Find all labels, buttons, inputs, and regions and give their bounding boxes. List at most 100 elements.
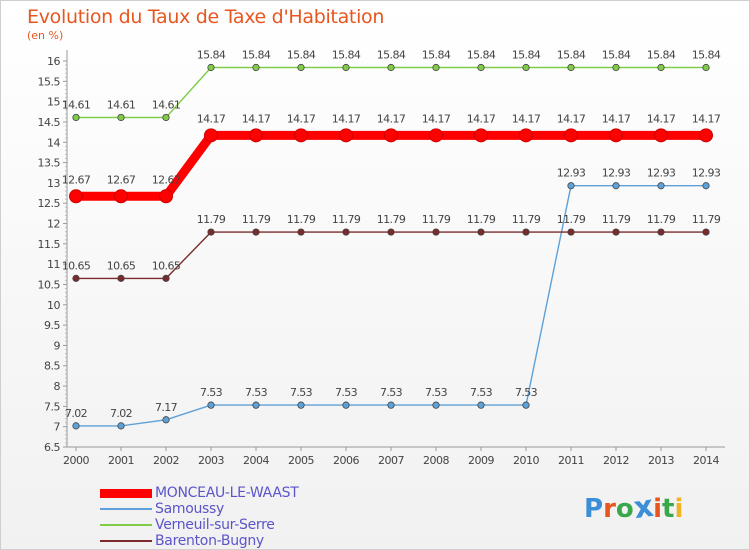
data-point — [252, 63, 260, 72]
data-point — [342, 228, 350, 236]
data-label: 7.02 — [65, 407, 87, 420]
data-label: 7.02 — [110, 407, 132, 420]
data-point — [387, 63, 395, 72]
data-point — [477, 63, 485, 72]
data-label: 11.79 — [467, 213, 496, 226]
data-label: 11.79 — [512, 213, 541, 226]
y-tick-label: 7.5 — [44, 400, 60, 413]
data-point — [207, 63, 215, 72]
data-label: 14.17 — [512, 112, 541, 125]
data-label: 10.65 — [107, 259, 136, 272]
chart-title: Evolution du Taux de Taxe d'Habitation — [27, 6, 385, 28]
y-tick-label: 13 — [47, 177, 60, 190]
data-label: 11.79 — [692, 213, 721, 226]
data-label: 11.79 — [287, 213, 316, 226]
x-tick-label: 2014 — [693, 454, 719, 467]
data-point — [162, 416, 170, 424]
y-tick-label: 15.5 — [38, 75, 61, 88]
x-tick-label: 2013 — [648, 454, 674, 467]
legend-swatch — [100, 540, 152, 542]
y-tick-label: 7 — [54, 421, 61, 434]
data-point — [252, 228, 260, 236]
legend-label: MONCEAU-LE-WAAST — [155, 485, 299, 501]
x-tick-label: 2000 — [63, 454, 89, 467]
data-point — [477, 228, 485, 236]
data-label: 11.79 — [377, 213, 406, 226]
x-tick-label: 2007 — [378, 454, 404, 467]
data-label: 15.84 — [422, 49, 451, 62]
data-label: 11.79 — [602, 213, 631, 226]
data-label: 10.65 — [62, 259, 91, 272]
data-label: 15.84 — [512, 49, 541, 62]
y-tick-label: 14 — [47, 136, 60, 149]
data-point — [702, 182, 710, 190]
data-point — [429, 128, 443, 143]
data-label: 14.61 — [107, 98, 136, 111]
data-point — [162, 113, 170, 122]
data-point — [432, 401, 440, 409]
y-tick-label: 8 — [54, 380, 61, 393]
data-label: 10.65 — [152, 259, 181, 272]
data-label: 12.93 — [647, 167, 676, 180]
y-tick-label: 15 — [47, 96, 60, 109]
data-point — [567, 182, 575, 190]
data-point — [72, 113, 80, 122]
data-point — [342, 401, 350, 409]
y-tick-label: 16 — [47, 55, 60, 68]
data-label: 12.67 — [152, 173, 181, 186]
data-point — [702, 228, 710, 236]
y-tick-label: 6.5 — [44, 441, 60, 454]
legend-label: Verneuil-sur-Serre — [155, 517, 275, 533]
data-label: 12.67 — [62, 173, 91, 186]
data-label: 14.17 — [287, 112, 316, 125]
data-point — [297, 401, 305, 409]
data-label: 15.84 — [602, 49, 631, 62]
x-tick-label: 2002 — [153, 454, 179, 467]
data-label: 15.84 — [287, 49, 316, 62]
data-point — [432, 228, 440, 236]
data-point — [117, 113, 125, 122]
data-point — [207, 401, 215, 409]
data-point — [657, 228, 665, 236]
y-tick-label: 9 — [54, 339, 61, 352]
logo-letter: o — [615, 494, 634, 524]
data-point — [72, 274, 80, 282]
legend-swatch — [100, 524, 152, 526]
data-label: 15.84 — [647, 49, 676, 62]
legend-label: Samoussy — [155, 501, 225, 517]
data-label: 14.61 — [62, 98, 91, 111]
y-tick-label: 13.5 — [38, 157, 61, 170]
data-label: 15.84 — [557, 49, 586, 62]
data-point — [522, 63, 530, 72]
data-label: 7.53 — [335, 386, 358, 399]
data-point — [384, 128, 398, 143]
data-label: 14.17 — [197, 112, 226, 125]
x-tick-label: 2012 — [603, 454, 629, 467]
data-label: 14.17 — [332, 112, 361, 125]
data-label: 14.17 — [602, 112, 631, 125]
data-point — [249, 128, 263, 143]
data-label: 14.17 — [422, 112, 451, 125]
data-label: 7.53 — [515, 386, 538, 399]
y-tick-label: 12.5 — [38, 197, 61, 210]
data-point — [609, 128, 623, 143]
data-point — [159, 189, 173, 204]
data-point — [162, 274, 170, 282]
data-label: 15.84 — [692, 49, 721, 62]
data-label: 12.93 — [557, 167, 586, 180]
x-tick-label: 2011 — [558, 454, 584, 467]
data-label: 15.84 — [197, 49, 226, 62]
y-tick-label: 10.5 — [38, 278, 61, 291]
data-point — [699, 128, 713, 143]
data-label: 14.17 — [377, 112, 406, 125]
x-tick-label: 2003 — [198, 454, 224, 467]
y-tick-label: 11.5 — [38, 238, 61, 251]
data-point — [117, 422, 125, 430]
data-point — [567, 228, 575, 236]
data-label: 11.79 — [422, 213, 451, 226]
data-point — [207, 228, 215, 236]
y-tick-label: 10 — [47, 299, 60, 312]
data-point — [339, 128, 353, 143]
data-label: 12.93 — [692, 167, 721, 180]
data-label: 11.79 — [647, 213, 676, 226]
